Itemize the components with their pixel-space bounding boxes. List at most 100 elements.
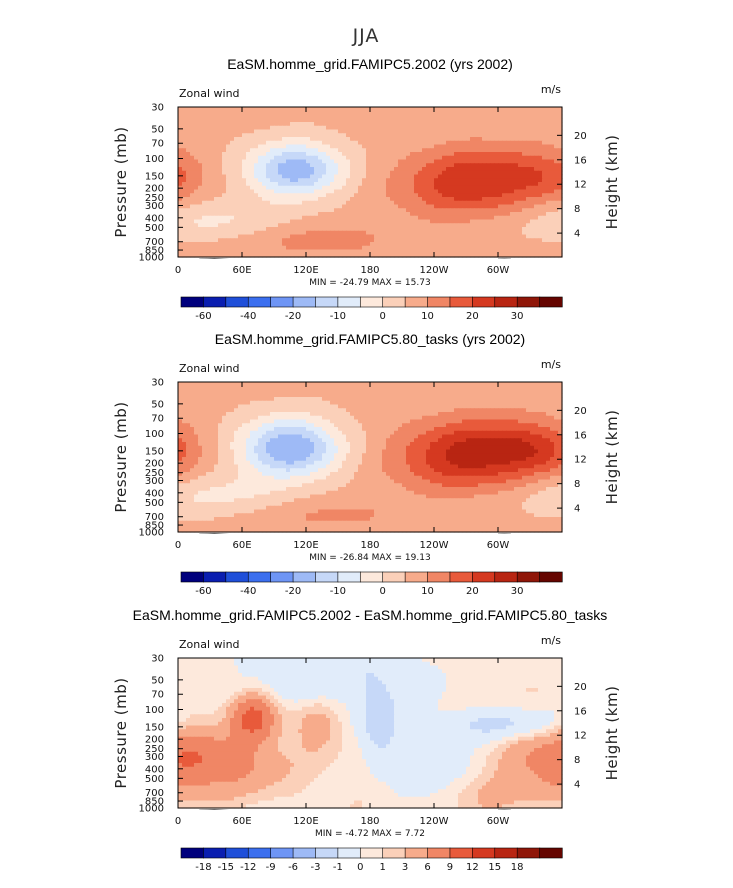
field-cell (310, 393, 315, 398)
field-cell (354, 389, 359, 394)
field-cell (282, 415, 287, 421)
field-cell (266, 189, 271, 194)
field-cell (494, 234, 499, 239)
field-cell (246, 230, 251, 236)
field-cell (378, 227, 383, 232)
field-cell (278, 419, 283, 424)
field-cell (438, 393, 443, 398)
field-cell (446, 159, 451, 164)
field-cell (390, 208, 395, 213)
field-cell (242, 193, 247, 198)
field-cell (302, 140, 307, 146)
field-cell (270, 227, 275, 232)
field-cell (210, 245, 215, 251)
field-cell (546, 253, 551, 258)
field-cell (474, 238, 479, 243)
field-cell (374, 238, 379, 243)
field-cell (394, 212, 399, 217)
field-cell (354, 155, 359, 161)
field-cell (494, 197, 499, 202)
field-cell (506, 200, 511, 206)
field-cell (538, 412, 543, 417)
field-cell (210, 193, 215, 198)
field-cell (422, 234, 427, 239)
field-cell (366, 193, 371, 198)
field-cell (362, 204, 367, 209)
field-cell (494, 208, 499, 213)
field-cell (214, 114, 219, 119)
field-cell (194, 404, 199, 409)
field-cell (542, 227, 547, 232)
field-cell (370, 155, 375, 161)
field-cell (246, 110, 251, 116)
field-cell (354, 148, 359, 153)
field-cell (374, 174, 379, 179)
field-cell (342, 208, 347, 213)
field-cell (378, 137, 383, 142)
field-cell (354, 419, 359, 424)
field-cell (194, 219, 199, 224)
field-cell (522, 204, 527, 209)
field-cell (278, 152, 283, 157)
field-cell (234, 223, 239, 228)
field-cell (238, 118, 243, 123)
field-cell (258, 152, 263, 157)
field-cell (454, 197, 459, 202)
field-cell (306, 189, 311, 194)
field-cell (270, 133, 275, 138)
field-cell (350, 129, 355, 134)
field-cell (518, 137, 523, 142)
field-cell (462, 122, 467, 127)
field-cell (558, 155, 563, 161)
field-cell (206, 389, 211, 394)
field-cell (530, 197, 535, 202)
field-cell (390, 189, 395, 194)
field-cell (542, 114, 547, 119)
field-cell (502, 415, 507, 421)
field-cell (446, 215, 451, 221)
field-cell (550, 189, 555, 194)
field-cell (294, 382, 299, 387)
field-cell (530, 170, 535, 176)
field-cell (310, 385, 315, 391)
field-cell (342, 212, 347, 217)
field-cell (274, 234, 279, 239)
field-cell (358, 204, 363, 209)
field-cell (202, 393, 207, 398)
field-cell (334, 238, 339, 243)
field-cell (326, 234, 331, 239)
field-cell (550, 122, 555, 127)
field-cell (338, 200, 343, 206)
field-cell (194, 400, 199, 406)
field-cell (290, 189, 295, 194)
field-cell (426, 400, 431, 406)
field-cell (538, 253, 543, 258)
field-cell (386, 200, 391, 206)
field-cell (518, 227, 523, 232)
field-cell (342, 227, 347, 232)
field-cell (534, 110, 539, 116)
field-cell (370, 133, 375, 138)
field-cell (538, 234, 543, 239)
field-cell (410, 133, 415, 138)
field-cell (326, 140, 331, 146)
field-cell (330, 230, 335, 236)
field-cell (454, 140, 459, 146)
field-cell (210, 249, 215, 254)
field-cell (514, 125, 519, 131)
field-cell (366, 408, 371, 413)
field-cell (470, 253, 475, 258)
field-cell (334, 412, 339, 417)
field-cell (390, 238, 395, 243)
field-cell (258, 178, 263, 183)
field-cell (466, 393, 471, 398)
field-cell (454, 419, 459, 424)
field-cell (530, 419, 535, 424)
field-cell (502, 400, 507, 406)
field-cell (366, 140, 371, 146)
field-cell (330, 122, 335, 127)
field-cell (466, 125, 471, 131)
field-cell (286, 189, 291, 194)
field-cell (530, 174, 535, 179)
field-cell (418, 245, 423, 251)
